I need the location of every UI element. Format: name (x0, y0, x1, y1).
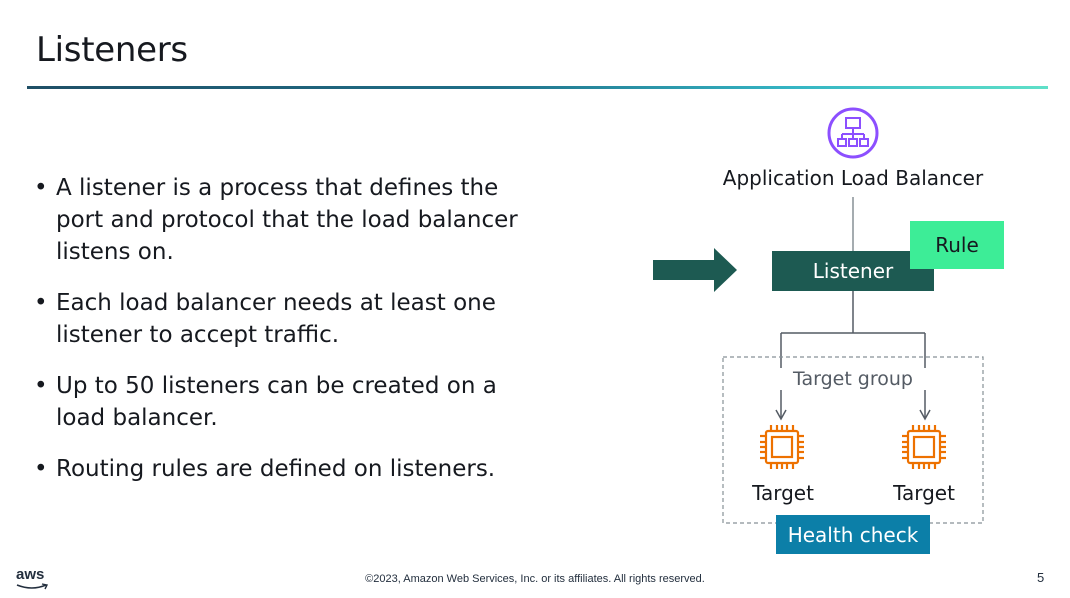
aws-smile-icon (16, 583, 49, 590)
traffic-arrow-icon (653, 248, 737, 292)
application-load-balancer-icon (827, 107, 879, 159)
target-label: Target (752, 481, 814, 505)
title-divider (27, 86, 1048, 89)
bullet-item: Up to 50 listeners can be created on a l… (34, 370, 544, 434)
aws-logo: aws (16, 566, 49, 590)
page-number: 5 (1037, 570, 1045, 585)
ec2-instance-chip-icon (902, 425, 946, 469)
listener-to-targets-connector (775, 291, 931, 421)
target-group-label: Target group (780, 368, 926, 390)
ec2-instance-chip-icon (760, 425, 804, 469)
bullet-item: Routing rules are defined on listeners. (34, 453, 544, 485)
bullet-list: A listener is a process that defines the… (34, 172, 544, 504)
slide-title: Listeners (36, 30, 188, 70)
alb-label: Application Load Balancer (722, 166, 984, 190)
bullet-item: Each load balancer needs at least one li… (34, 287, 544, 351)
aws-logo-text: aws (16, 566, 45, 583)
bullet-item: A listener is a process that defines the… (34, 172, 544, 268)
health-check-box: Health check (776, 515, 930, 554)
listener-box: Listener (772, 251, 934, 291)
target-label: Target (893, 481, 955, 505)
copyright-text: ©2023, Amazon Web Services, Inc. or its … (365, 573, 705, 585)
rule-box: Rule (910, 221, 1004, 269)
